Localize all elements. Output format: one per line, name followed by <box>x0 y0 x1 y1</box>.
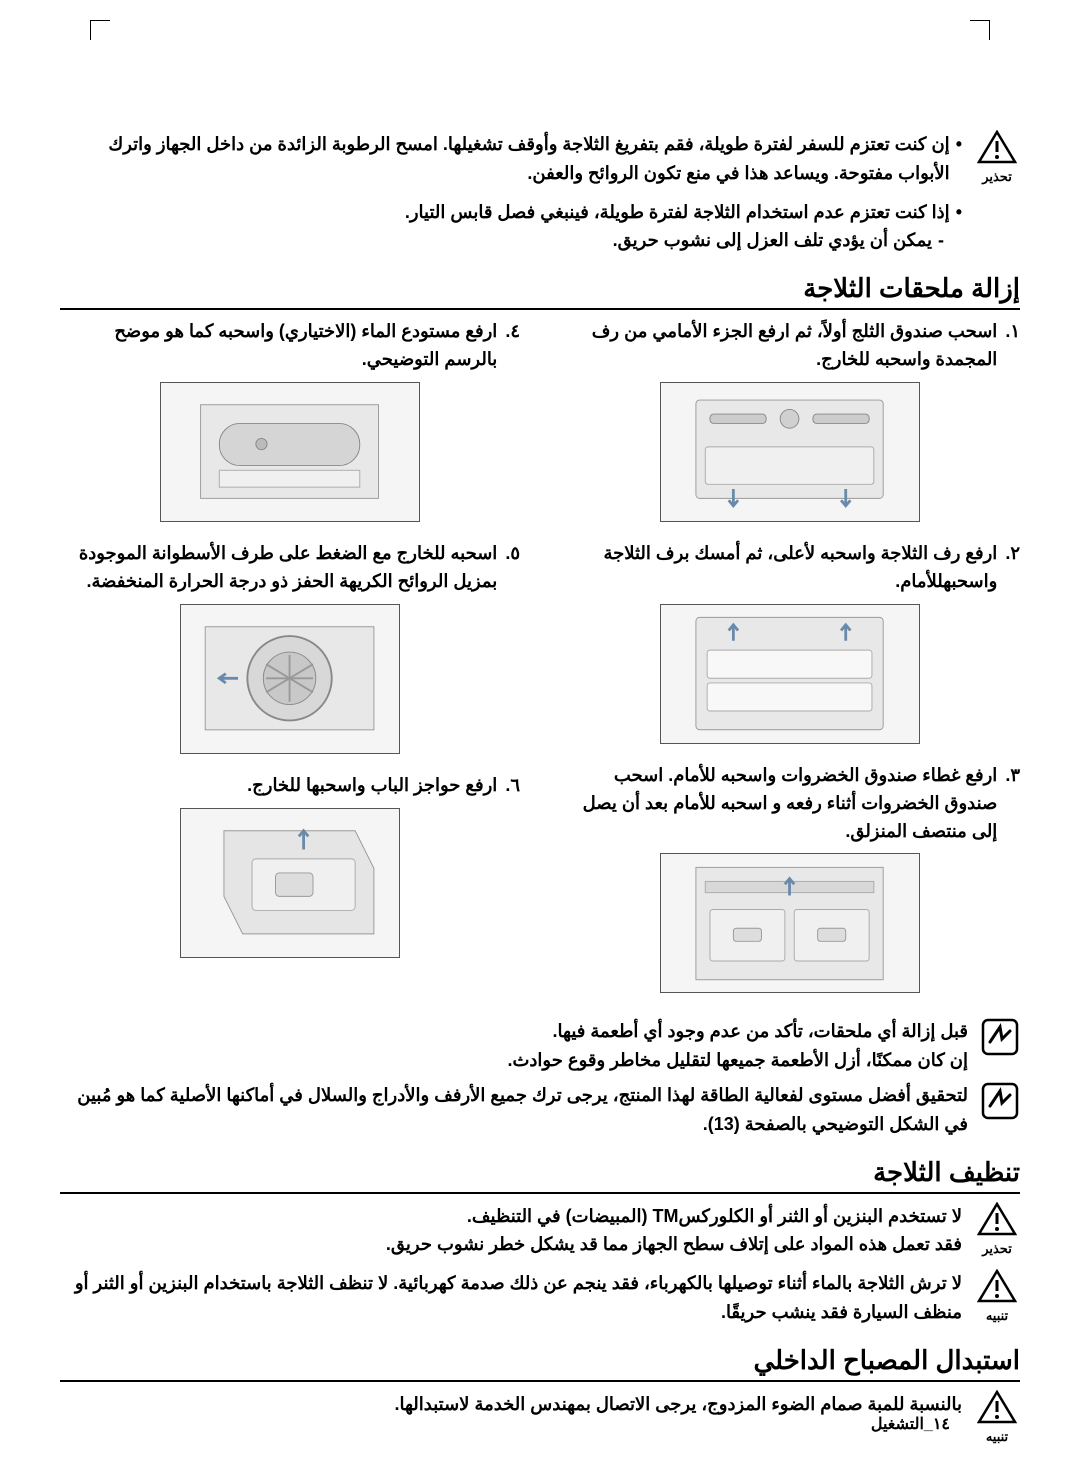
warning-label: تحذير <box>974 169 1020 185</box>
caution-icon-2: تنبيه <box>974 1390 1020 1445</box>
figure-5 <box>180 604 400 754</box>
figure-4 <box>160 382 420 522</box>
warn-bullet-1: إن كنت تعتزم للسفر لفترة طويلة، فقم بتفر… <box>60 130 950 188</box>
clean-warn-1: لا تستخدم البنزين أو الثنر أو الكلوركسTM… <box>60 1202 962 1231</box>
figure-1 <box>660 382 920 522</box>
note-icon <box>980 1017 1020 1057</box>
warn-bullet-2: إذا كنت تعتزم عدم استخدام الثلاجة لفترة … <box>405 198 950 227</box>
step-num-1: ١. <box>1005 318 1020 374</box>
caution-label: تنبيه <box>974 1308 1020 1324</box>
lamp-caution: بالنسبة للمبة صمام الضوء المزدوج، يرجى ا… <box>60 1390 962 1419</box>
step-num-5: ٥. <box>505 540 520 596</box>
figure-2 <box>660 604 920 744</box>
step-text-4: ارفع مستودع الماء (الاختياري) واسحبه كما… <box>60 318 497 374</box>
note-1b: إن كان ممكنًا، أزل الأطعمة جميعها لتقليل… <box>60 1046 968 1075</box>
crop-mark-tl <box>90 20 110 40</box>
figure-3 <box>660 853 920 993</box>
clean-caution-1: لا ترش الثلاجة بالماء أثناء توصيلها بالك… <box>60 1269 962 1327</box>
section-title-lamp: استبدال المصباح الداخلي <box>60 1345 1020 1382</box>
clean-warn-2: فقد تعمل هذه المواد على إتلاف سطح الجهاز… <box>60 1230 962 1259</box>
step-text-3: ارفع غطاء صندوق الخضروات واسحبه للأمام. … <box>560 762 997 846</box>
section-title-clean: تنظيف الثلاجة <box>60 1157 1020 1194</box>
step-num-2: ٢. <box>1005 540 1020 596</box>
warn-sub-1: يمكن أن يؤدي تلف العزل إلى نشوب حريق. <box>613 226 932 255</box>
step-num-3: ٣. <box>1005 762 1020 846</box>
step-text-1: اسحب صندوق الثلج أولاً، ثم ارفع الجزء ال… <box>560 318 997 374</box>
warning-icon: تحذير <box>974 130 1020 185</box>
step-num-6: ٦. <box>505 772 520 800</box>
caution-icon: تنبيه <box>974 1269 1020 1324</box>
section-title-remove: إزالة ملحقات الثلاجة <box>60 273 1020 310</box>
crop-mark-tr <box>970 20 990 40</box>
note-2: لتحقيق أفضل مستوى لفعالية الطاقة لهذا ال… <box>60 1081 968 1139</box>
figure-6 <box>180 808 400 958</box>
dash-mark: - <box>938 226 944 255</box>
bullet-mark: • <box>956 198 962 227</box>
caution-label-2: تنبيه <box>974 1429 1020 1445</box>
page-footer: ١٤_التشغيل <box>871 1414 950 1434</box>
step-text-2: ارفع رف الثلاجة واسحبه لأعلى، ثم أمسك بر… <box>560 540 997 596</box>
step-text-5: اسحبه للخارج مع الضغط على طرف الأسطوانة … <box>60 540 497 596</box>
step-text-6: ارفع حواجز الباب واسحبها للخارج. <box>60 772 497 800</box>
note-icon-2 <box>980 1081 1020 1121</box>
step-num-4: ٤. <box>505 318 520 374</box>
bullet-mark: • <box>956 130 962 188</box>
note-1: قبل إزالة أي ملحقات، تأكد من عدم وجود أي… <box>60 1017 968 1046</box>
warning-icon-2: تحذير <box>974 1202 1020 1257</box>
warning-label-2: تحذير <box>974 1241 1020 1257</box>
